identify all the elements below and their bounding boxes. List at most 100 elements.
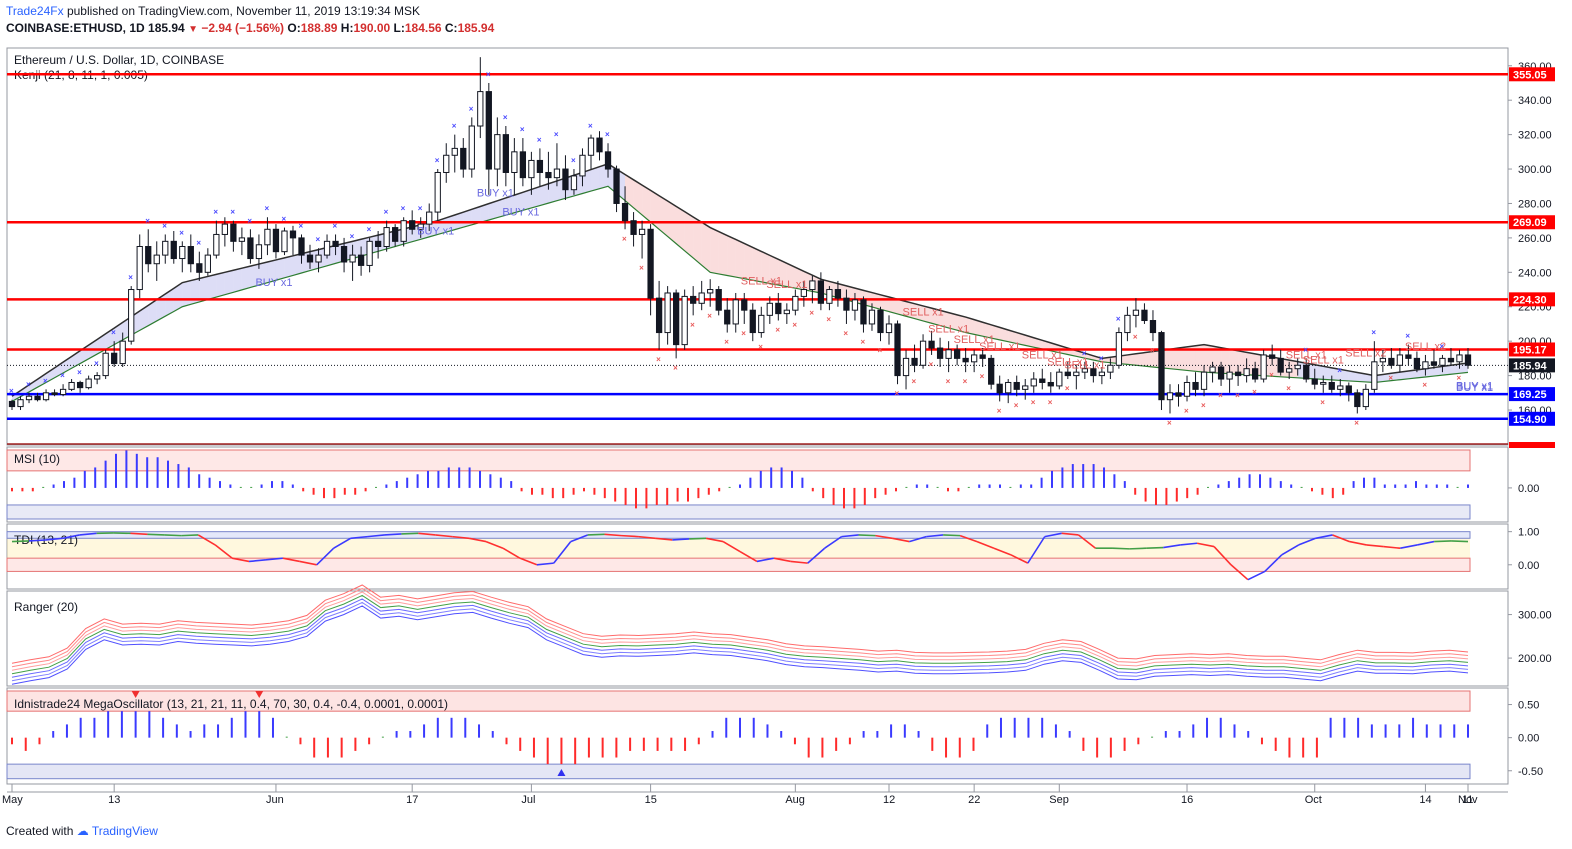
tdi-line-segment — [197, 534, 216, 546]
buy-marker: × — [350, 232, 355, 241]
tdi-line-segment — [350, 535, 368, 540]
candle-body-up — [579, 154, 586, 177]
trend-cloud-segment — [957, 314, 966, 333]
publisher-link[interactable]: Trade24Fx — [6, 4, 64, 18]
tdi-line-segment — [1383, 545, 1401, 550]
ranger-band-line — [11, 594, 1469, 675]
candle-body-up — [1166, 392, 1174, 401]
tdi-line-segment — [672, 538, 690, 541]
sell-signal-label: SELL x1 — [1064, 360, 1105, 372]
candle — [119, 332, 126, 367]
trend-cloud-segment — [216, 272, 225, 298]
trend-cloud-segment — [1357, 372, 1366, 382]
trend-cloud-segment — [224, 270, 234, 295]
candle-body-up — [17, 399, 24, 408]
candle: × — [1098, 354, 1106, 385]
candle — [187, 234, 194, 273]
candle-body-down — [272, 228, 280, 253]
y-tick-label: 0.00 — [1518, 483, 1539, 495]
x-tick-label: 11 — [1462, 794, 1473, 806]
trend-cloud-segment — [1323, 366, 1332, 380]
candle-body-up — [315, 254, 322, 263]
sell-marker: × — [1201, 401, 1206, 410]
trend-cloud-segment — [165, 288, 174, 317]
candle-body-up — [1379, 357, 1386, 363]
x-tick-label: Jul — [521, 794, 535, 806]
sell-triangle-icon — [131, 691, 140, 698]
sell-marker: × — [826, 315, 831, 324]
candle-body-down — [187, 246, 194, 265]
sell-marker: × — [639, 264, 644, 273]
mega-lower-zone — [6, 763, 1471, 780]
trend-cloud-segment — [744, 243, 753, 281]
candle-body-down — [111, 352, 118, 365]
candle: × — [1337, 366, 1344, 397]
buy-marker: × — [264, 204, 269, 213]
ranger-band-line — [11, 598, 1469, 678]
candle: × — [843, 289, 850, 338]
candle-body-up — [42, 392, 50, 401]
level-price-tag — [1509, 342, 1555, 357]
tdi-line-segment — [265, 557, 283, 561]
candle-body-up — [426, 211, 433, 225]
candle-body-down — [860, 299, 867, 325]
candle: × — [1217, 361, 1225, 400]
candle-body-up — [1030, 378, 1037, 387]
candle: × — [8, 387, 16, 411]
msi-pane: MSI (10) 0.00 — [6, 449, 1539, 520]
pane-frame-0 — [6, 47, 1509, 446]
buy-marker: × — [605, 130, 610, 139]
candle — [545, 151, 552, 190]
candle — [1141, 303, 1148, 324]
tdi-line-segment — [1112, 547, 1130, 550]
candle — [426, 203, 433, 232]
sell-marker: × — [980, 372, 985, 381]
tradingview-logo-icon[interactable]: ☁ — [76, 824, 89, 838]
trend-cloud-segment — [1314, 364, 1324, 380]
candle-body-up — [1209, 366, 1216, 373]
candle — [1447, 348, 1455, 366]
candle-body-down — [843, 297, 850, 311]
candle — [562, 155, 569, 201]
candle-body-down — [1345, 385, 1352, 394]
candle-body-down — [596, 137, 603, 153]
y-tick-label: 300.00 — [1518, 164, 1552, 176]
candle — [681, 289, 688, 350]
trend-cloud-segment — [1442, 365, 1451, 376]
tradingview-link[interactable]: TradingView — [91, 824, 158, 838]
candle: × — [724, 298, 731, 347]
candle-body-down — [604, 151, 612, 170]
candle — [1175, 384, 1182, 407]
candle-body-up — [281, 230, 288, 253]
candle-body-down — [1149, 320, 1157, 334]
candle-body-up — [25, 395, 33, 401]
trend-cloud-segment — [1399, 371, 1409, 380]
candle: × — [94, 359, 101, 385]
tdi-line-segment — [858, 534, 876, 537]
candle — [1005, 379, 1012, 404]
sell-marker: × — [1252, 387, 1257, 396]
sell-signal-label: SELL x1 — [928, 324, 969, 336]
sell-signal-label: SELL x2 — [1405, 341, 1446, 353]
trend-cloud-segment — [241, 266, 251, 290]
candle: × — [604, 130, 612, 178]
tdi-pane: TDI (13, 21)0.001.00 — [6, 527, 1539, 581]
candle-body-up — [1073, 371, 1080, 377]
candle-body-down — [988, 357, 995, 385]
sell-signal-label: SELL x1 — [1022, 349, 1063, 361]
candle-body-down — [1090, 368, 1097, 377]
trend-cloud-segment — [480, 203, 489, 223]
trend-cloud-segment — [446, 215, 455, 233]
candle-body-up — [1005, 381, 1012, 394]
buy-marker: × — [9, 387, 14, 396]
candle — [1396, 348, 1404, 373]
trend-cloud-segment — [531, 186, 540, 208]
candle-body-down — [1277, 357, 1284, 373]
candle-body-down — [145, 246, 152, 265]
trend-cloud-segment — [1348, 370, 1358, 382]
candle: × — [332, 221, 339, 256]
trend-cloud-segment — [625, 174, 634, 208]
candle-body-down — [996, 383, 1003, 394]
sell-marker: × — [724, 338, 729, 347]
